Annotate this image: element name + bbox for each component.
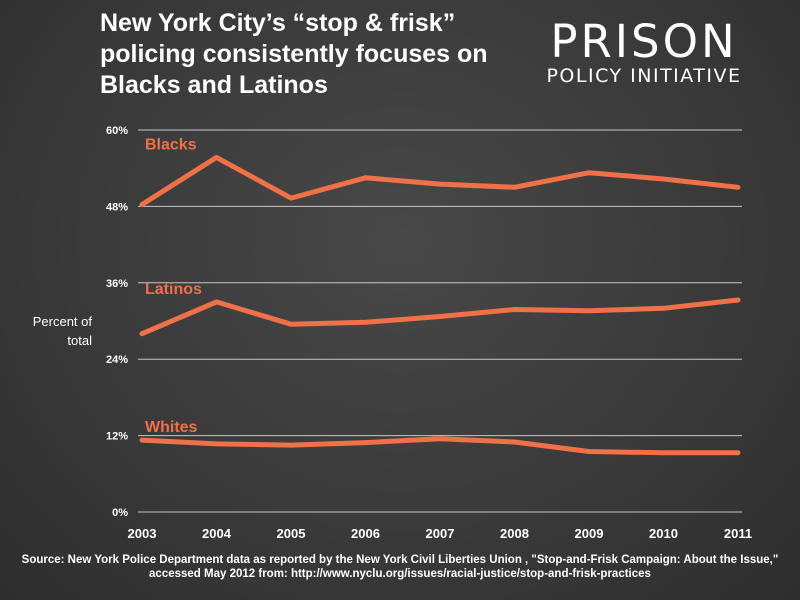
source-line: Source: New York Police Department data … [21, 554, 779, 566]
x-tick-label: 2003 [128, 526, 157, 541]
source-note: Source: New York Police Department data … [20, 553, 780, 581]
series-line-blacks [139, 154, 741, 207]
x-tick-label: 2010 [649, 526, 678, 541]
source-line: accessed May 2012 from: http://www.nyclu… [149, 568, 651, 580]
y-tick-label: 48% [106, 201, 128, 213]
series-line-whites [139, 436, 741, 456]
series-line-latinos [139, 297, 741, 337]
series-label-whites: Whites [145, 419, 198, 436]
chart-title-line: policing consistently focuses on [100, 40, 488, 68]
prison-policy-initiative-logo: PRISON POLICY INITIATIVE [546, 15, 742, 88]
x-tick-label: 2009 [575, 526, 604, 541]
logo-main-text: PRISON [550, 15, 738, 68]
y-axis-label: Percent of total [14, 312, 92, 350]
chart-title-line: Blacks and Latinos [100, 71, 328, 99]
series-label-latinos: Latinos [145, 281, 202, 298]
y-tick-label: 36% [106, 278, 128, 290]
line-chart: 0% 12% 24% 36% 48% 60% 2003 2004 2005 2006 2007 200… [106, 125, 752, 541]
logo-sub-text: POLICY INITIATIVE [546, 65, 742, 87]
series-label-blacks: Blacks [145, 136, 197, 153]
y-axis-label-line: total [67, 333, 92, 348]
y-axis-label-line: Percent of [32, 314, 92, 329]
x-tick-label: 2005 [277, 526, 306, 541]
x-tick-label: 2007 [426, 526, 455, 541]
x-tick-label: 2011 [724, 526, 752, 541]
x-tick-label: 2006 [351, 526, 380, 541]
y-tick-label: 0% [112, 507, 128, 519]
x-tick-label: 2004 [202, 526, 232, 541]
x-tick-label: 2008 [500, 526, 529, 541]
y-tick-label: 60% [106, 125, 128, 137]
y-tick-label: 12% [106, 431, 128, 443]
chart-title-line: New York City’s “stop & frisk” [100, 9, 456, 37]
y-tick-label: 24% [106, 354, 128, 366]
chart-title: New York City’s “stop & frisk” policing … [100, 8, 540, 101]
